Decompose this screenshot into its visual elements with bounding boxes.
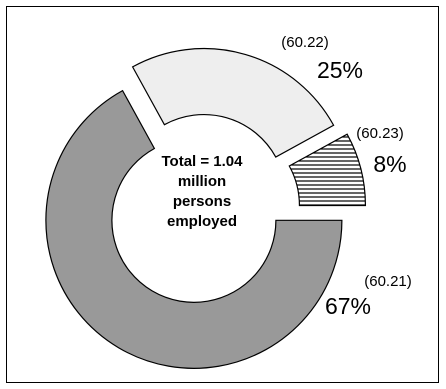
center-text-line: million — [178, 173, 226, 190]
slice-code-label: (60.23) — [356, 125, 404, 142]
center-text-line: Total = 1.04 — [161, 153, 243, 170]
slice-percent-label: 25% — [317, 57, 363, 83]
slice-code-label: (60.21) — [364, 273, 412, 290]
slice-percent-label: 67% — [325, 293, 371, 319]
center-total-label: Total = 1.04 million persons employed — [161, 153, 243, 230]
donut-slice-60.23 — [288, 133, 367, 207]
center-text-line: persons — [173, 193, 231, 210]
donut-slice-60.22 — [131, 48, 335, 158]
labels-layer: (60.21) 67% (60.22) 25% (60.23) 8% — [281, 34, 412, 319]
donut-slice-60.21 — [45, 89, 343, 369]
slices-layer — [45, 48, 367, 369]
slice-percent-label: 8% — [373, 151, 406, 177]
center-text-line: employed — [167, 213, 237, 230]
slice-code-label: (60.22) — [281, 34, 329, 51]
